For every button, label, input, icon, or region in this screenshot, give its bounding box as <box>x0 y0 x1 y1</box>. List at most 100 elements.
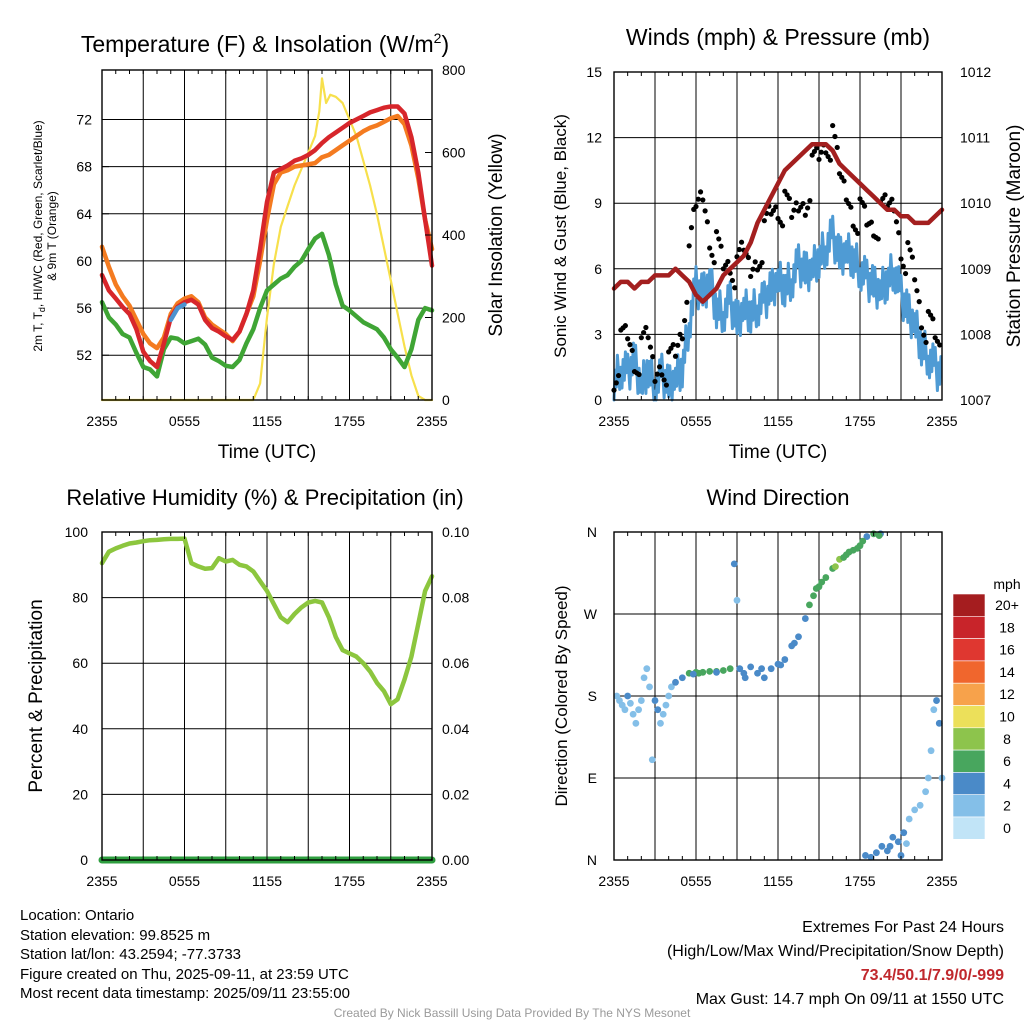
y-right-tick-label: 1010 <box>960 195 991 211</box>
direction-point <box>657 719 664 727</box>
gust-point <box>818 149 824 155</box>
x-tick-label: 2355 <box>926 873 957 889</box>
y-tick-label: 3 <box>594 326 602 342</box>
direction-point <box>875 532 883 540</box>
y-tick-label: 15 <box>586 64 602 80</box>
legend-swatch <box>952 772 986 796</box>
x-tick-label: 0555 <box>680 413 711 429</box>
y-tick-label: 52 <box>76 347 92 363</box>
y-label-line: , HI/WC (Red, Green, Scarlet/Blue) <box>31 120 45 307</box>
gust-point <box>638 335 644 341</box>
y-tick-label: 80 <box>72 590 88 606</box>
x-tick-label: 1755 <box>844 413 875 429</box>
gust-point <box>861 203 868 209</box>
gust-point <box>827 157 833 163</box>
direction-point <box>801 615 809 622</box>
y-right-tick-label: 1012 <box>960 64 991 80</box>
y-axis-label: Percent & Precipitation <box>26 599 47 792</box>
y-tick-label: E <box>588 770 597 786</box>
y-right-tick-label: 1007 <box>960 392 991 408</box>
x-tick-label: 1155 <box>763 413 793 429</box>
direction-point <box>897 852 905 859</box>
max-gust-text: Max Gust: 14.7 mph On 09/11 at 1550 UTC <box>695 991 1004 1008</box>
gust-point <box>729 277 736 284</box>
direction-point <box>754 669 761 677</box>
x-tick-label: 1755 <box>334 873 365 889</box>
direction-point <box>648 756 656 764</box>
legend-swatch <box>952 794 986 818</box>
y-tick-label: N <box>587 524 597 540</box>
y-tick-label: 6 <box>594 261 602 277</box>
gust-point <box>645 335 651 341</box>
gust-point <box>791 207 797 213</box>
extremes-title: Extremes For Past 24 Hours <box>802 919 1004 936</box>
humidity-line <box>99 536 435 707</box>
gust-point <box>725 258 731 265</box>
direction-point <box>733 596 741 604</box>
direction-point <box>760 674 768 682</box>
gust-point <box>930 316 936 322</box>
direction-point <box>758 665 765 673</box>
direction-point <box>933 697 940 704</box>
gust-point <box>761 218 767 224</box>
chart-title: Relative Humidity (%) & Precipitation (i… <box>66 485 463 510</box>
y-right-tick-label: 1011 <box>960 130 990 146</box>
gust-point <box>807 198 813 204</box>
gust-point <box>693 203 699 210</box>
legend-swatch <box>952 638 986 662</box>
gust-point <box>652 378 658 385</box>
gust-point <box>641 329 647 336</box>
y-tick-label: 20 <box>72 786 88 802</box>
direction-point <box>629 710 637 718</box>
direction-point <box>767 665 775 673</box>
gust-point <box>748 273 754 280</box>
legend-label: 16 <box>999 642 1015 658</box>
gust-point <box>718 243 724 249</box>
direction-point <box>812 585 820 592</box>
y-tick-label: 0 <box>80 852 88 868</box>
direction-point <box>795 633 802 641</box>
rh-panel: 0 20 40 60 80 100 2355 0555 1155 1755 2355 0.00 0.02… <box>26 485 469 889</box>
direction-point <box>719 667 727 674</box>
gust-point <box>814 145 820 151</box>
x-tick-label: 0555 <box>169 873 200 889</box>
x-tick-label: 2355 <box>416 873 447 889</box>
legend-label: 18 <box>999 619 1015 635</box>
direction-point <box>922 788 929 796</box>
y-tick-label: 0 <box>594 392 602 408</box>
y-right-tick-label: 0 <box>442 392 450 408</box>
y-right-tick-label: 600 <box>442 145 466 161</box>
direction-point <box>635 706 642 714</box>
direction-point <box>730 560 738 568</box>
gust-point <box>716 236 722 242</box>
direction-point <box>840 554 847 561</box>
direction-point <box>853 545 861 552</box>
gust-point <box>848 204 854 210</box>
y-tick-label: 9 <box>594 195 602 211</box>
direction-point <box>806 601 813 609</box>
gust-point <box>909 254 915 260</box>
x-tick-label: 1155 <box>252 873 282 889</box>
gust-point <box>622 323 628 329</box>
station-info: Location: Ontario Station elevation: 99.… <box>20 906 350 1004</box>
direction-point <box>643 665 651 673</box>
direction-point <box>886 842 894 850</box>
gust-point <box>686 243 692 249</box>
legend-label: 12 <box>999 686 1015 702</box>
gust-point <box>684 299 690 305</box>
gust-point <box>855 230 861 237</box>
direction-point <box>741 674 749 682</box>
x-tick-label: 0555 <box>169 413 200 429</box>
direction-point <box>873 849 880 857</box>
title-part: ) <box>441 31 449 57</box>
gust-point <box>659 372 665 378</box>
direction-point <box>646 683 653 691</box>
gust-point <box>656 364 663 370</box>
gust-point <box>816 156 822 163</box>
gust-point <box>709 252 715 258</box>
y-right-tick-label: 0.10 <box>442 524 469 540</box>
x-tick-label: 2355 <box>598 873 629 889</box>
direction-point <box>905 815 913 823</box>
